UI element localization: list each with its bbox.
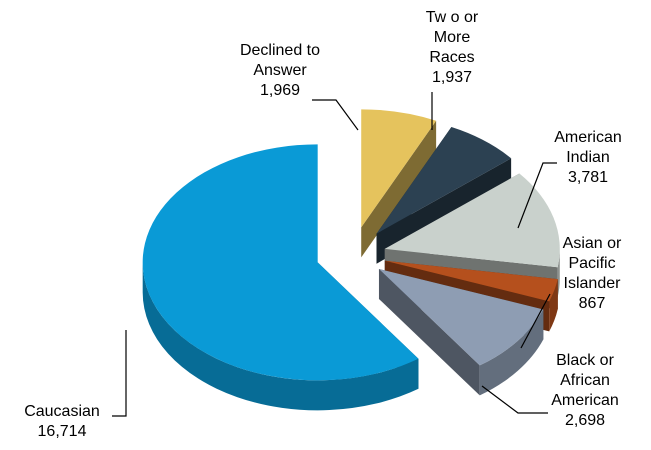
- slice-label-line-5-0: Caucasian: [24, 403, 100, 420]
- slice-side-4-rim-0: [479, 309, 544, 396]
- slice-label-line-3-0: Asian or: [563, 235, 622, 252]
- slice-label-line-4-0: Black or: [556, 352, 614, 369]
- slice-label-line-4-2: American: [551, 392, 619, 409]
- slice-label-4: Black or African American 2,698: [551, 352, 619, 429]
- slice-top-0: [361, 109, 437, 228]
- leader-line-3: [520, 293, 551, 349]
- slice-label-line-1-0: Tw o or: [426, 9, 479, 26]
- slice-label-line-0-1: Answer: [253, 62, 307, 79]
- slice-label-3: Asian or Pacific Islander 867: [563, 235, 622, 312]
- slice-value-0: 1,969: [260, 82, 300, 99]
- slice-value-4: 2,698: [565, 412, 605, 429]
- slice-label-line-2-0: American: [554, 129, 622, 146]
- slice-label-line-4-1: African: [560, 372, 610, 389]
- slice-side-3-rim-0: [549, 279, 558, 332]
- slice-label-line-1-2: Races: [429, 49, 474, 66]
- leader-line-4: [481, 385, 548, 414]
- slice-label-2: American Indian 3,781: [554, 129, 622, 186]
- slice-label-line-0-0: Declined to: [240, 42, 320, 59]
- slice-side-4-wall-1: [378, 268, 480, 396]
- slice-tops: [142, 109, 560, 381]
- slice-top-2: [384, 173, 560, 268]
- slice-value-5: 16,714: [38, 423, 87, 440]
- slice-labels: Declined to Answer 1,969 Tw o or More Races 1,…: [24, 9, 622, 440]
- slice-top-3: [384, 260, 558, 302]
- slice-label-line-1-1: More: [434, 29, 471, 46]
- slice-top-5: [142, 144, 419, 381]
- slice-value-2: 3,781: [568, 169, 608, 186]
- slice-value-1: 1,937: [432, 69, 472, 86]
- slice-top-4: [378, 268, 544, 366]
- leader-line-5: [112, 330, 127, 417]
- leader-line-2: [517, 162, 557, 229]
- slice-label-0: Declined to Answer 1,969: [240, 42, 320, 99]
- leader-line-0: [312, 99, 359, 131]
- slice-side-0-wall-1: [361, 120, 437, 258]
- leader-lines: [112, 92, 557, 417]
- slice-label-1: Tw o or More Races 1,937: [426, 9, 479, 86]
- slice-side-2-rim-0: [557, 248, 560, 298]
- slice-top-1: [376, 127, 512, 234]
- slice-label-line-2-1: Indian: [566, 149, 610, 166]
- slice-label-line-3-2: Islander: [564, 275, 622, 292]
- slice-value-3: 867: [579, 295, 606, 312]
- slice-side-5-rim-0: [142, 262, 419, 411]
- slice-label-line-3-1: Pacific: [568, 255, 615, 272]
- slice-label-5: Caucasian 16,714: [24, 403, 100, 440]
